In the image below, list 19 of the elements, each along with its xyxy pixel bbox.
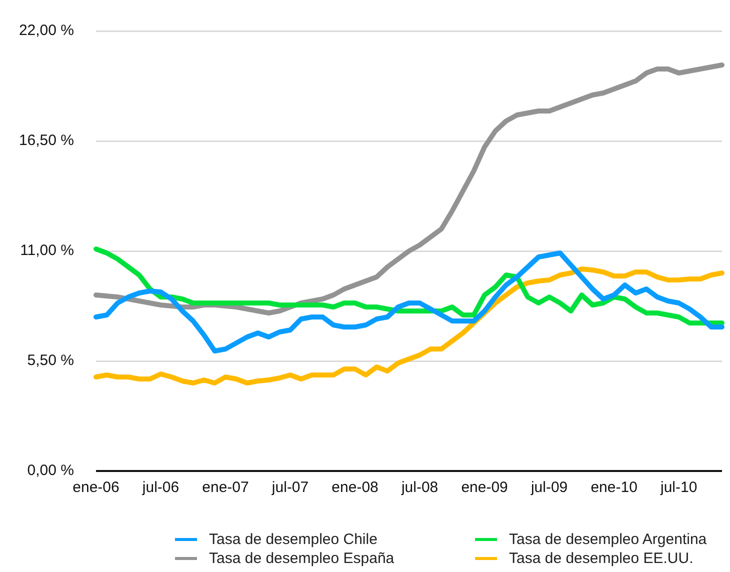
legend-label: Tasa de desempleo EE.UU.	[509, 550, 694, 567]
y-tick-label: 16,50 %	[18, 132, 74, 150]
x-tick-label: ene-06	[72, 479, 120, 496]
legend-label: Tasa de desempleo Chile	[209, 531, 378, 548]
x-tick-label: ene-10	[590, 479, 638, 496]
x-tick-label: jul-06	[141, 479, 180, 496]
legend-label: Tasa de desempleo Argentina	[509, 531, 707, 548]
x-tick-label: ene-08	[332, 479, 378, 496]
y-tick-label: 11,00 %	[20, 242, 74, 260]
legend-label: Tasa de desempleo España	[209, 550, 394, 567]
y-tick-label: 0,00 %	[27, 462, 74, 480]
x-tick-label: jul-07	[270, 479, 309, 496]
x-tick-label: jul-08	[400, 479, 438, 496]
x-tick-label: jul-10	[659, 479, 698, 496]
y-tick-label: 5,50 %	[27, 352, 74, 370]
x-tick-label: ene-09	[461, 479, 508, 496]
x-tick-label: jul-09	[530, 479, 568, 496]
x-tick-label: ene-07	[202, 479, 249, 496]
y-tick-label: 22,00 %	[18, 22, 74, 40]
